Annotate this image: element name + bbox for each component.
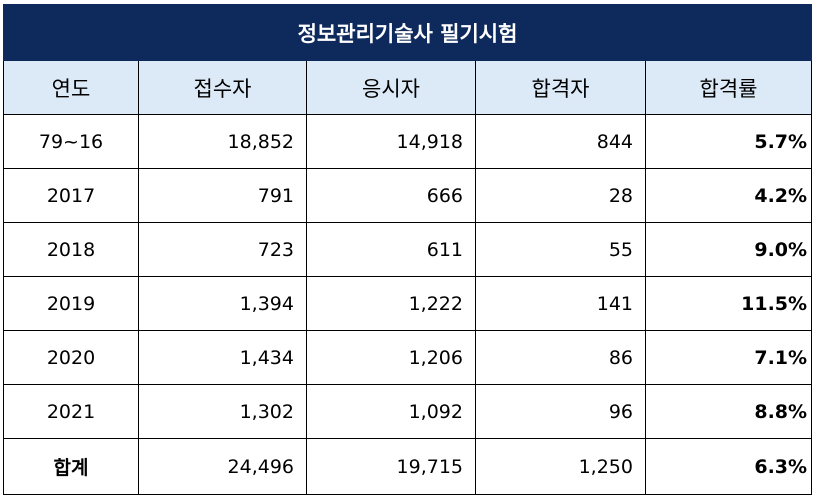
examinees-cell: 1,222 [306,276,476,331]
applicants-cell: 18,852 [138,114,307,169]
year-cell: 2020 [3,330,139,385]
applicants-cell: 791 [138,168,307,223]
examinees-cell: 14,918 [306,114,476,169]
applicants-cell: 1,302 [138,384,307,439]
applicants-cell: 723 [138,222,307,277]
passed-cell: 141 [475,276,646,331]
table-row: 2018 723 611 55 9.0% [3,222,813,277]
pass-rate-cell: 8.8% [644,384,813,439]
pass-rate-cell: 4.2% [644,168,813,223]
total-pass-rate-cell: 6.3% [644,438,813,495]
year-cell: 2019 [3,276,139,331]
passed-cell: 55 [475,222,646,277]
year-cell: 2021 [3,384,139,439]
year-cell: 2018 [3,222,139,277]
column-header-passed: 합격자 [475,60,646,115]
pass-rate-cell: 7.1% [644,330,813,385]
total-label: 합계 [3,438,139,495]
pass-rate-cell: 11.5% [644,276,813,331]
applicants-cell: 1,434 [138,330,307,385]
column-header-examinees: 응시자 [306,60,476,115]
passed-cell: 96 [475,384,646,439]
passed-cell: 844 [475,114,646,169]
pass-rate-cell: 5.7% [644,114,813,169]
examinees-cell: 666 [306,168,476,223]
table-row: 2019 1,394 1,222 141 11.5% [3,276,813,331]
exam-stats-table: 정보관리기술사 필기시험 연도 접수자 응시자 합격자 합격률 79~16 18… [2,4,813,495]
year-cell: 79~16 [3,114,139,169]
passed-cell: 28 [475,168,646,223]
table-row: 2021 1,302 1,092 96 8.8% [3,384,813,439]
total-passed-cell: 1,250 [475,438,646,495]
examinees-cell: 1,206 [306,330,476,385]
total-applicants-cell: 24,496 [138,438,307,495]
table-title: 정보관리기술사 필기시험 [2,4,813,61]
total-examinees-cell: 19,715 [306,438,476,495]
header-row: 연도 접수자 응시자 합격자 합격률 [3,60,813,115]
column-header-pass-rate: 합격률 [644,60,813,115]
examinees-cell: 1,092 [306,384,476,439]
title-row: 정보관리기술사 필기시험 [2,4,813,61]
applicants-cell: 1,394 [138,276,307,331]
column-header-applicants: 접수자 [138,60,307,115]
table-row: 2020 1,434 1,206 86 7.1% [3,330,813,385]
column-header-year: 연도 [3,60,139,115]
table-row: 2017 791 666 28 4.2% [3,168,813,223]
stats-table-container: 정보관리기술사 필기시험 연도 접수자 응시자 합격자 합격률 79~16 18… [2,4,813,495]
passed-cell: 86 [475,330,646,385]
examinees-cell: 611 [306,222,476,277]
total-row: 합계 24,496 19,715 1,250 6.3% [3,438,813,495]
table-row: 79~16 18,852 14,918 844 5.7% [3,114,813,169]
year-cell: 2017 [3,168,139,223]
pass-rate-cell: 9.0% [644,222,813,277]
